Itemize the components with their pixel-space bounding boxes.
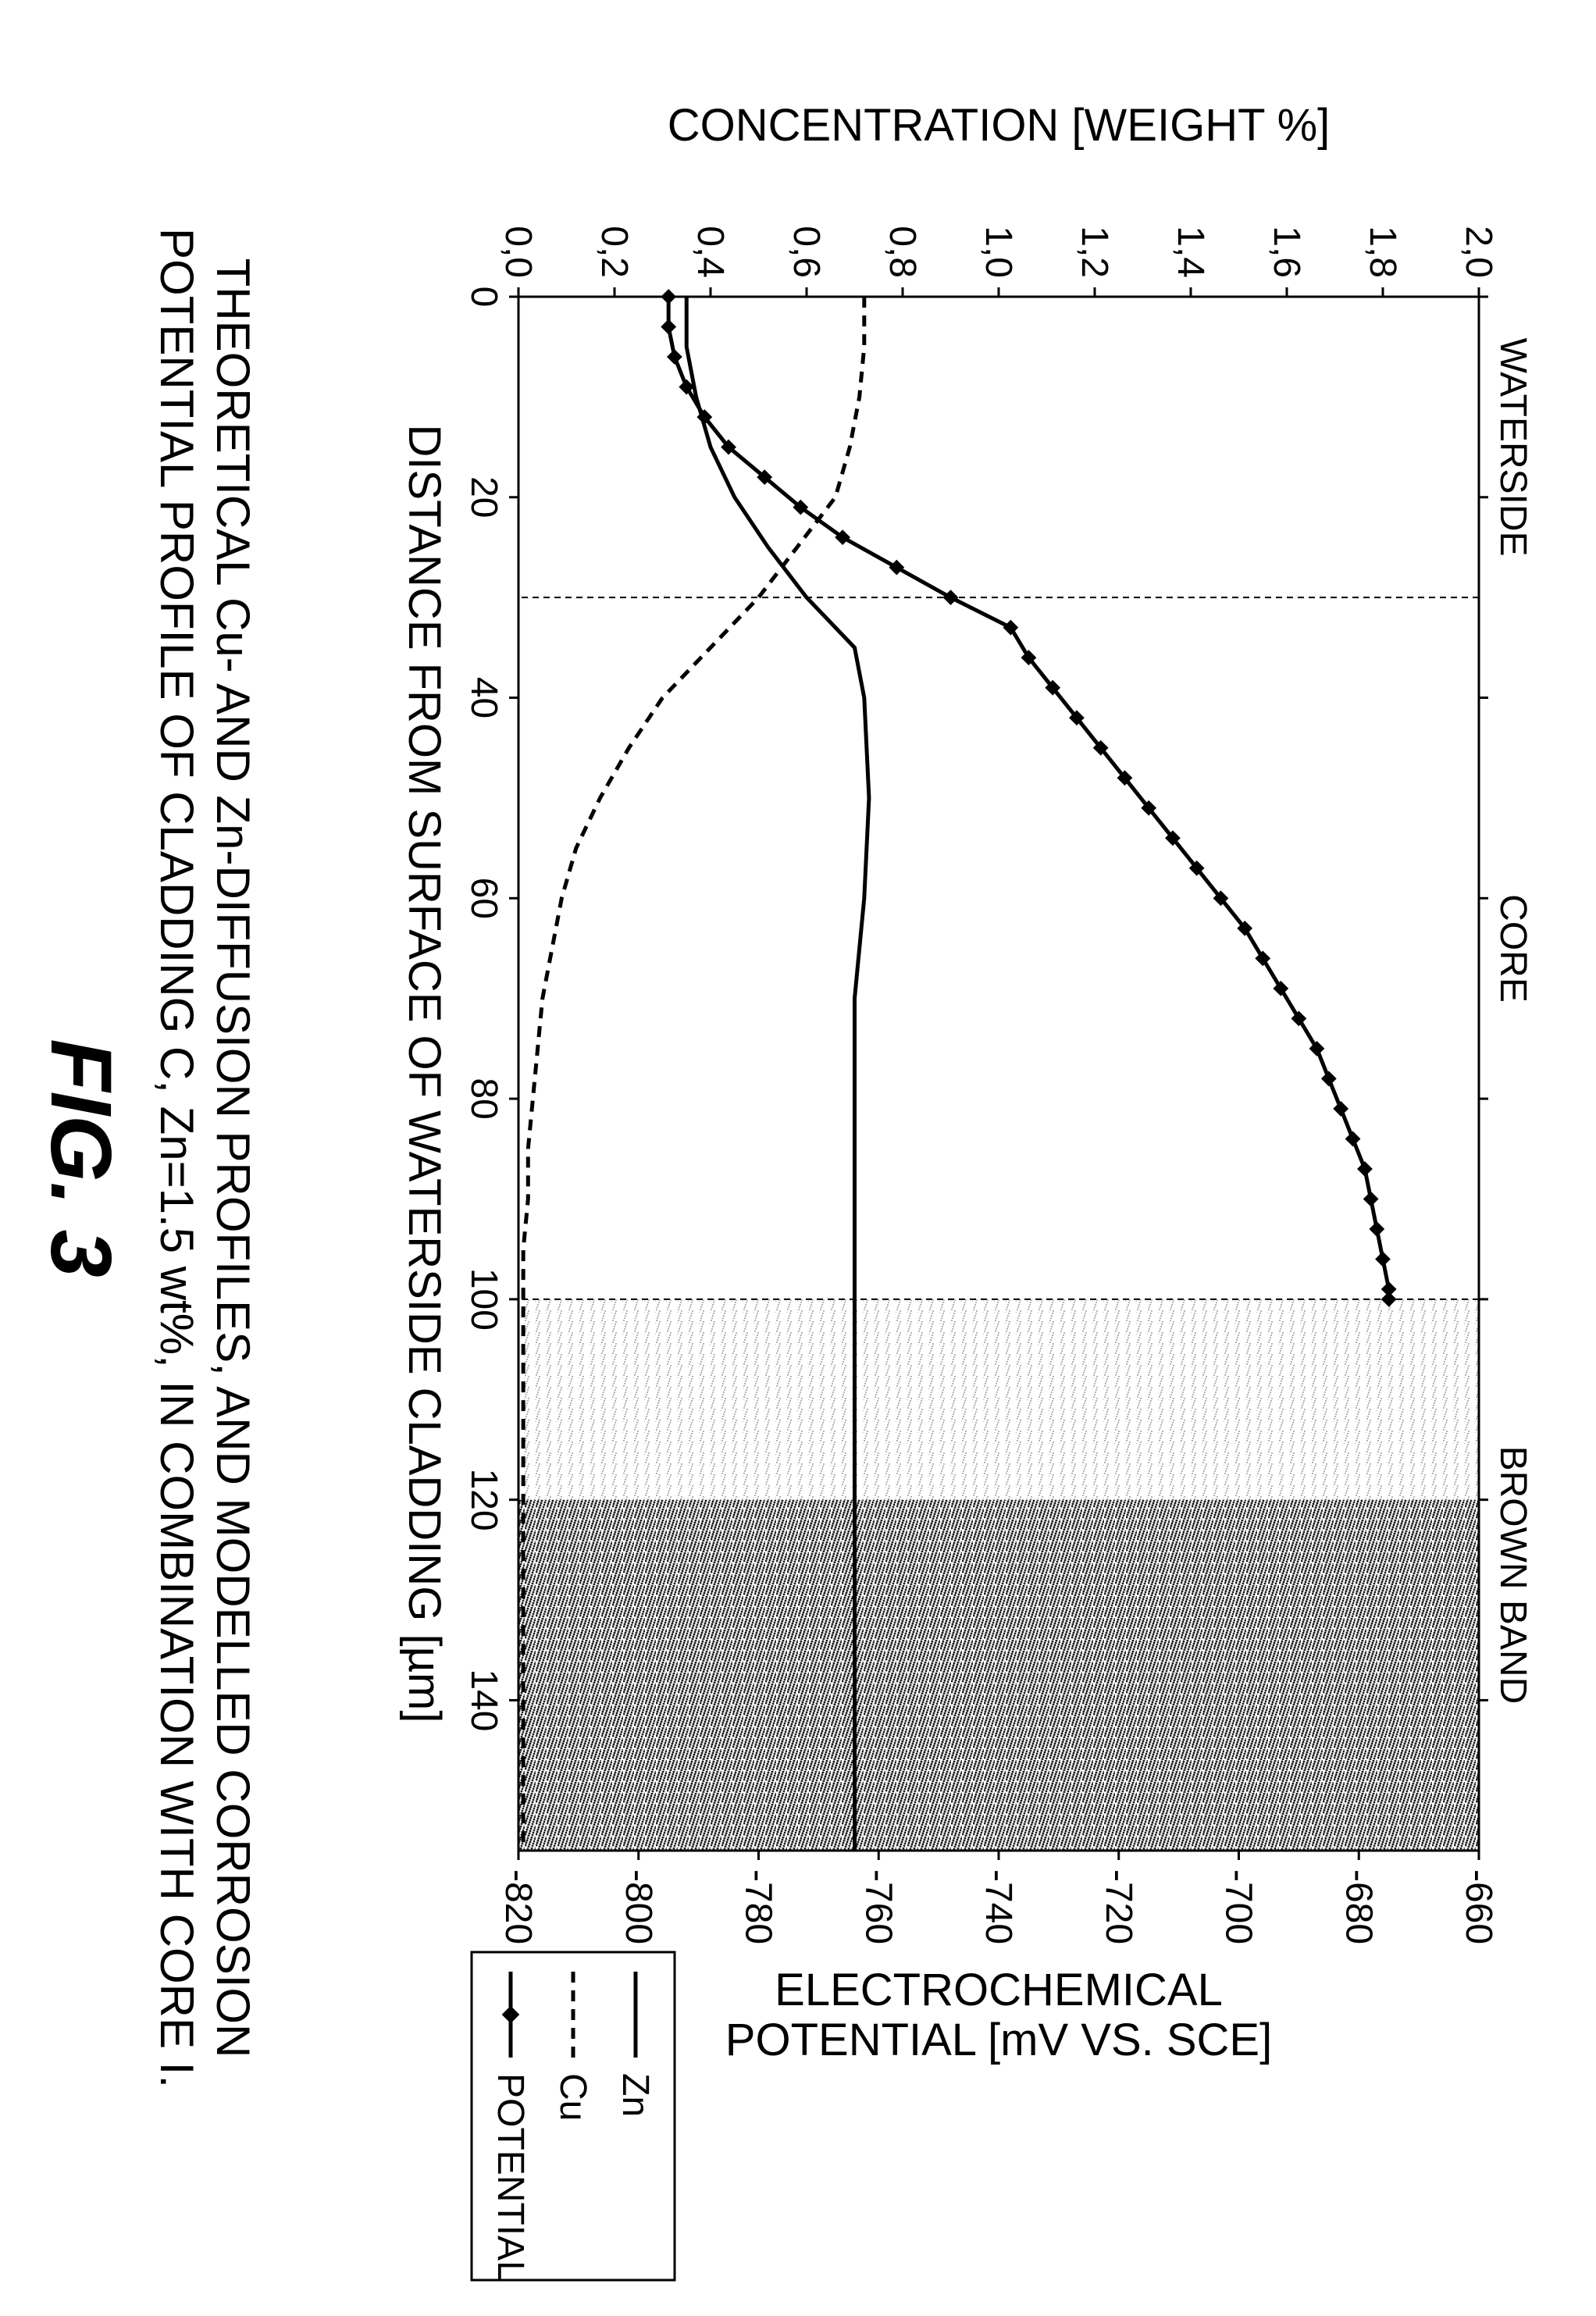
svg-text:-680: -680 <box>1338 1869 1379 1944</box>
svg-text:-800: -800 <box>618 1869 659 1944</box>
figure-label: FIG. 3 <box>31 1039 130 1277</box>
svg-text:-740: -740 <box>978 1869 1019 1944</box>
chart-svg: 0 20 40 60 80 100 120 140 0,0 0,2 0,4 0,6 0,8 1,0 1,2 1… <box>308 0 1596 2316</box>
svg-text:0: 0 <box>463 287 504 308</box>
caption: THEORETICAL Cu- AND Zn-DIFFUSION PROFILE… <box>148 143 261 2173</box>
svg-text:1,2: 1,2 <box>1074 226 1115 278</box>
svg-text:1,8: 1,8 <box>1362 226 1403 278</box>
svg-text:CONCENTRATION [WEIGHT %]: CONCENTRATION [WEIGHT %] <box>668 100 1331 151</box>
svg-text:0,2: 0,2 <box>593 226 635 278</box>
svg-text:DISTANCE FROM SURFACE OF WATER: DISTANCE FROM SURFACE OF WATERSIDE CLADD… <box>399 425 450 1723</box>
svg-text:0,6: 0,6 <box>786 226 827 278</box>
svg-text:0,4: 0,4 <box>689 226 731 278</box>
svg-text:-700: -700 <box>1218 1869 1259 1944</box>
svg-text:0,0: 0,0 <box>497 226 539 278</box>
svg-text:Zn: Zn <box>615 2073 656 2117</box>
svg-text:20: 20 <box>463 476 504 518</box>
svg-text:40: 40 <box>463 677 504 718</box>
svg-text:2,0: 2,0 <box>1458 226 1499 278</box>
svg-text:-780: -780 <box>738 1869 779 1944</box>
rotated-wrapper: 0 20 40 60 80 100 120 140 0,0 0,2 0,4 0,6 0,8 1,0 1,2 1… <box>0 0 1596 2316</box>
svg-text:80: 80 <box>463 1078 504 1119</box>
svg-text:Cu: Cu <box>552 2073 593 2121</box>
svg-text:POTENTIAL [mV VS. SCE]: POTENTIAL [mV VS. SCE] <box>725 2015 1272 2065</box>
svg-text:-720: -720 <box>1098 1869 1139 1944</box>
svg-text:1,4: 1,4 <box>1170 226 1211 278</box>
svg-text:-760: -760 <box>857 1869 899 1944</box>
caption-line1: THEORETICAL Cu- AND Zn-DIFFUSION PROFILE… <box>207 258 259 2058</box>
svg-text:140: 140 <box>463 1669 504 1731</box>
svg-text:1,6: 1,6 <box>1266 226 1307 278</box>
figure: 0 20 40 60 80 100 120 140 0,0 0,2 0,4 0,6 0,8 1,0 1,2 1… <box>0 0 1596 2316</box>
svg-text:ELECTROCHEMICAL: ELECTROCHEMICAL <box>775 1965 1223 2015</box>
svg-text:-660: -660 <box>1458 1869 1499 1944</box>
svg-text:100: 100 <box>463 1268 504 1331</box>
svg-text:60: 60 <box>463 878 504 919</box>
svg-text:0,8: 0,8 <box>882 226 923 278</box>
svg-text:1,0: 1,0 <box>978 226 1019 278</box>
svg-text:BROWN BAND: BROWN BAND <box>1492 1446 1534 1705</box>
svg-text:120: 120 <box>463 1469 504 1531</box>
svg-text:CORE: CORE <box>1492 894 1534 1003</box>
caption-line2: POTENTIAL PROFILE OF CLADDING C, Zn=1.5 … <box>151 228 203 2088</box>
svg-text:WATERSIDE: WATERSIDE <box>1492 338 1534 557</box>
svg-text:-820: -820 <box>497 1869 539 1944</box>
svg-text:POTENTIAL: POTENTIAL <box>490 2073 531 2282</box>
